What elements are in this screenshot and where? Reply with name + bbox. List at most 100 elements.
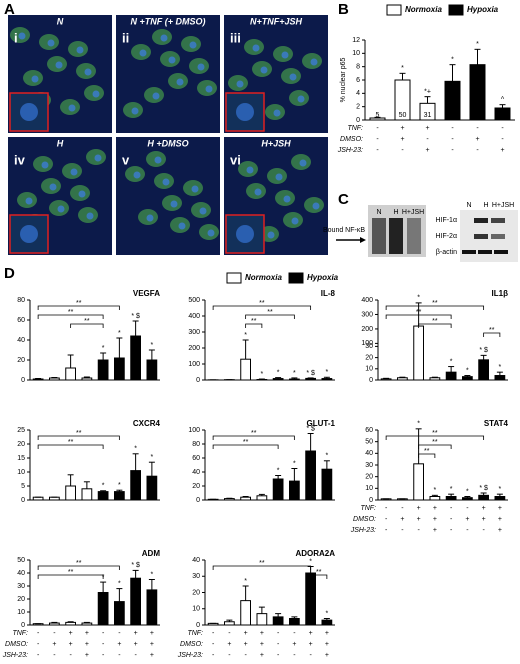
treatment-sign: -: [385, 516, 388, 523]
bracket: [212, 565, 312, 570]
lane-label: N: [466, 202, 471, 209]
lane-label: N: [376, 209, 381, 216]
y-tick-label: 30: [365, 462, 373, 469]
micrograph-numeral: iv: [14, 152, 26, 167]
treatment-sign: +: [150, 652, 154, 659]
bracket-label: **: [416, 309, 422, 316]
y-tick-label: 10: [17, 609, 25, 616]
significance: *: [118, 330, 121, 337]
y-tick-label: 100: [188, 361, 200, 368]
nucleus: [236, 80, 244, 88]
bracket: [212, 444, 279, 449]
y-tick-label: 30: [365, 343, 373, 350]
treatment-label: JSH-23:: [337, 147, 363, 154]
bracket: [70, 323, 104, 328]
bar: [224, 498, 235, 501]
nucleus: [297, 95, 305, 103]
chart-title: ADM: [142, 549, 161, 558]
bracket: [418, 323, 452, 328]
treatment-sign: +: [482, 505, 486, 512]
bracket-label: **: [267, 309, 273, 316]
micrograph-numeral: ii: [122, 30, 129, 45]
treatment-sign: -: [417, 527, 420, 534]
treatment-sign: +: [417, 516, 421, 523]
treatment-label: TNF:: [187, 630, 203, 637]
bracket: [310, 574, 328, 579]
significance: *: [293, 370, 296, 377]
bracket: [418, 444, 452, 449]
bar: [413, 463, 424, 501]
nucleus: [291, 217, 299, 225]
bar: [97, 491, 109, 501]
treatment-sign: +: [325, 641, 329, 648]
bracket-label: **: [84, 318, 90, 325]
treatment-sign: -: [244, 652, 247, 659]
treatment-sign: +: [244, 630, 248, 637]
treatment-sign: -: [118, 652, 121, 659]
lane-label: H+JSH: [492, 202, 514, 209]
treatment-sign: -: [451, 136, 454, 143]
bracket-label: **: [76, 430, 82, 437]
treatment-sign: +: [482, 516, 486, 523]
micrograph-label: N +TNF (+ DMSO): [130, 16, 205, 26]
treatment-sign: +: [260, 630, 264, 637]
bar: [429, 496, 441, 501]
treatment-sign: +: [134, 630, 138, 637]
y-tick-label: 15: [17, 455, 25, 462]
bar: [146, 475, 158, 501]
legend-swatch: [226, 272, 242, 284]
bracket-label: **: [251, 318, 257, 325]
bracket: [212, 435, 295, 440]
treatment-sign: +: [134, 641, 138, 648]
y-tick-label: 30: [17, 583, 25, 590]
treatment-sign: -: [53, 630, 56, 637]
treatment-sign: +: [400, 136, 404, 143]
treatment-sign: -: [277, 630, 280, 637]
bar: [81, 377, 93, 381]
y-tick-label: 0: [369, 377, 373, 384]
y-tick-label: 10: [365, 485, 373, 492]
y-axis-label: % nuclear p65: [340, 58, 347, 103]
bar: [130, 335, 141, 381]
significance: *: [134, 446, 137, 453]
bar: [321, 619, 333, 626]
nucleus: [299, 159, 307, 167]
bracket: [37, 574, 104, 579]
nucleus: [283, 195, 291, 203]
treatment-sign: -: [102, 652, 105, 659]
bar: [494, 375, 506, 381]
bar: [272, 378, 284, 381]
bar: [240, 496, 251, 501]
n-label: 16: [499, 112, 507, 119]
bar: [321, 468, 333, 501]
nucleus: [205, 85, 213, 93]
bar: [65, 367, 76, 381]
bar: [256, 613, 268, 626]
bracket: [37, 305, 120, 310]
treatment-sign: -: [501, 125, 504, 132]
y-tick-label: 12: [352, 37, 360, 44]
y-tick-label: 400: [361, 297, 373, 304]
bar: [272, 616, 284, 626]
treatment-sign: +: [325, 630, 329, 637]
bar: [478, 494, 489, 501]
y-tick-label: 0: [21, 377, 25, 384]
significance: * $: [306, 425, 315, 432]
bracket: [385, 305, 485, 310]
n-label: 31: [424, 112, 432, 119]
bracket-label: **: [316, 569, 322, 576]
y-tick-label: 50: [365, 439, 373, 446]
y-tick-label: 20: [192, 483, 200, 490]
y-tick-label: 20: [17, 441, 25, 448]
lane-label: H: [393, 209, 398, 216]
bar: [224, 621, 235, 626]
bar: [256, 495, 268, 501]
significance: *: [466, 367, 469, 374]
y-tick-label: 60: [17, 317, 25, 324]
significance: *: [277, 369, 280, 376]
y-tick-label: 0: [21, 622, 25, 629]
bar: [146, 589, 158, 626]
treatment-sign: -: [212, 641, 215, 648]
treatment-sign: -: [401, 147, 404, 154]
significance: * $: [479, 347, 488, 354]
